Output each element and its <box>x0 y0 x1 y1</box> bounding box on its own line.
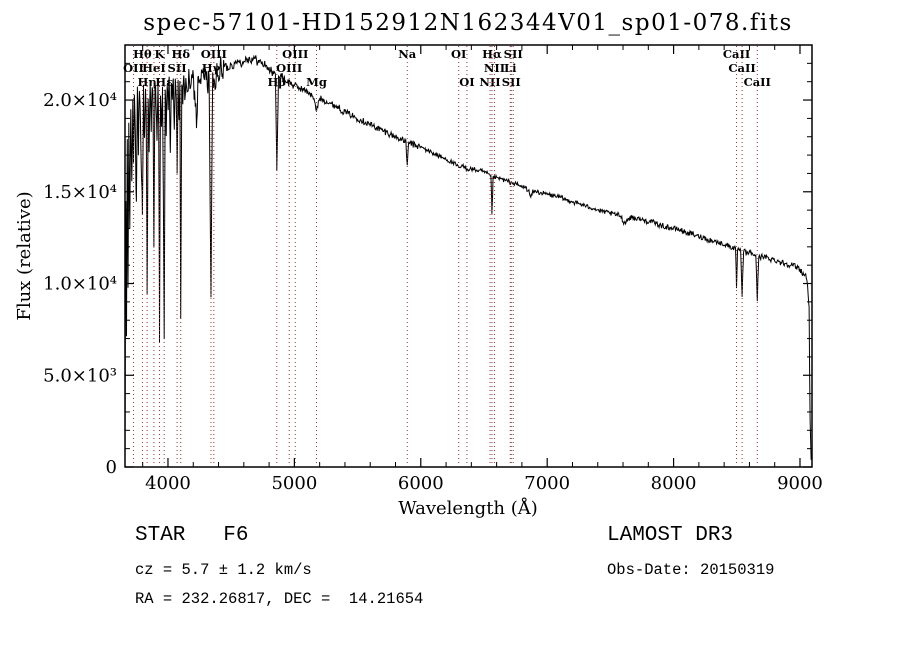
y-tick-label: 0 <box>106 457 117 478</box>
y-tick-label: 5.0×10³ <box>43 365 117 386</box>
spectral-line-label: OIII <box>201 47 227 61</box>
x-tick-label: 7000 <box>524 473 570 494</box>
spectral-line-label: OI <box>451 47 466 61</box>
spectral-line-label: OII <box>123 61 144 75</box>
obs-date: Obs-Date: 20150319 <box>607 561 775 579</box>
x-tick-label: 9000 <box>777 473 823 494</box>
spectrum-layer <box>124 54 812 462</box>
plot-title: spec-57101-HD152912N162344V01_sp01-078.f… <box>143 10 793 36</box>
coordinates: RA = 232.26817, DEC = 14.21654 <box>135 590 424 608</box>
spectral-line-label: Li <box>504 61 517 75</box>
object-class-label: STAR F6 <box>135 524 249 547</box>
survey-release-label: LAMOST DR3 <box>607 524 734 547</box>
cz-value: cz = 5.7 ± 1.2 km/s <box>135 561 312 579</box>
spectral-line-label: Hβ <box>268 75 287 89</box>
y-axis-label: Flux (relative) <box>14 191 35 320</box>
y-tick-label: 1.0×10⁴ <box>43 274 117 295</box>
spectral-line-label: OIII <box>276 61 302 75</box>
plot-frame <box>124 44 813 468</box>
spectral-line-label: HeI <box>142 61 166 75</box>
spectral-line-label: Hγ <box>202 61 221 75</box>
spectral-line-label: Na <box>398 47 417 61</box>
spectral-line-label: Hα <box>482 47 502 61</box>
spectrum-trace <box>124 54 812 462</box>
spectral-line-label: OIII <box>282 47 308 61</box>
y-tick-label: 1.5×10⁴ <box>43 182 117 203</box>
spectral-line-label: Mg <box>306 75 327 89</box>
spectral-line-label: SII <box>168 61 187 75</box>
spectral-line-label: CaII <box>723 47 750 61</box>
x-tick-label: 4000 <box>145 473 191 494</box>
spectral-line-label: SII <box>504 47 523 61</box>
spectral-line-label: K <box>155 47 166 61</box>
spectral-line-label: Hδ <box>171 47 190 61</box>
x-tick-label: 5000 <box>271 473 317 494</box>
spectral-line-label: CaII <box>728 61 755 75</box>
spectral-line-label: NII <box>479 75 500 89</box>
spectrum-plot: spec-57101-HD152912N162344V01_sp01-078.f… <box>14 10 823 519</box>
spectral-line-label: SII <box>502 75 521 89</box>
spectral-line-label: Hε <box>155 75 173 89</box>
spectral-line-label: CaII <box>744 75 771 89</box>
x-axis-label: Wavelength (Å) <box>398 497 538 519</box>
spectral-line-label: Hη <box>138 75 157 89</box>
spectral-line-label: OI <box>459 75 474 89</box>
x-tick-label: 8000 <box>651 473 697 494</box>
spectral-line-label: NII <box>484 61 505 75</box>
y-tick-label: 2.0×10⁴ <box>43 90 117 111</box>
x-tick-label: 6000 <box>398 473 444 494</box>
axes-layer: 4000 5000 6000 7000 8000 9000 0 5.0×10³ 1.0×10⁴ 1… <box>43 44 823 494</box>
